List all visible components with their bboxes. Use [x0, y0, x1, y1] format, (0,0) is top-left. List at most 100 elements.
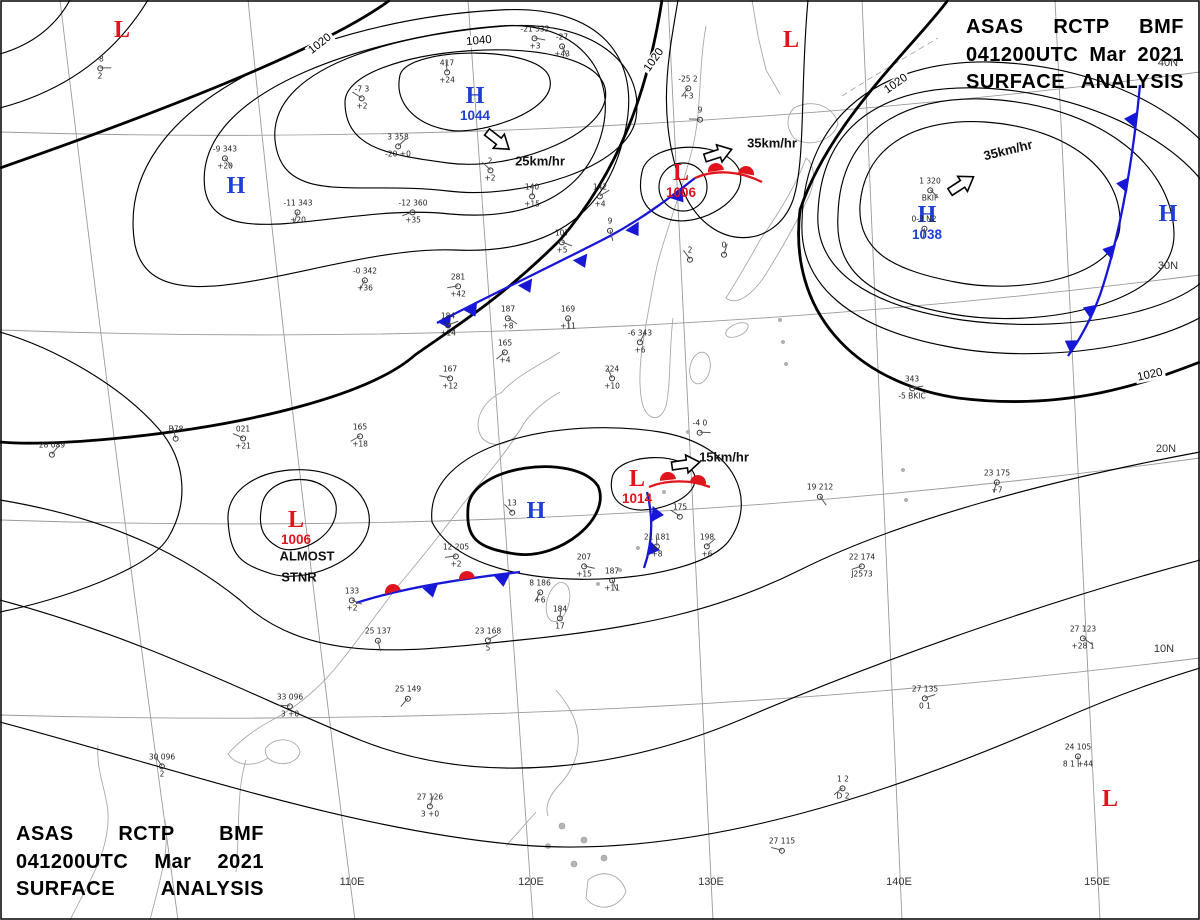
station-values-top: 25 149	[394, 684, 422, 694]
pressure-letter: L	[672, 159, 690, 186]
station-circle	[96, 65, 111, 71]
station-plot: 33 096 3 +0	[277, 693, 303, 718]
isobar	[344, 49, 607, 165]
pressure-value: 1006	[665, 184, 697, 200]
station-plot: 175	[670, 503, 687, 521]
station-plot: 417 +24	[439, 59, 455, 84]
station-plot: -21 332 +3	[521, 25, 550, 50]
station-circle	[447, 283, 461, 289]
station-plot: 3 358 -20 +0	[385, 133, 411, 158]
station-values-bottom: +6	[701, 549, 713, 558]
lon-label: 150E	[1084, 876, 1110, 888]
station-values-top: 0	[721, 240, 727, 250]
station-plot: 107 +5	[555, 229, 573, 254]
pressure-center-l: L 1006	[666, 161, 696, 200]
station-circle	[445, 553, 459, 559]
station-values-top: -12 360	[398, 198, 428, 208]
isobar	[640, 146, 742, 222]
pressure-center-l: L 1014	[622, 467, 652, 506]
lat-label: 30N	[1157, 260, 1179, 272]
station-plot: 343 -5 BKIC	[898, 375, 925, 400]
isobar-1020-thick	[466, 465, 602, 556]
wind-barb	[924, 693, 936, 698]
pressure-letter: H	[1158, 201, 1178, 227]
wind-barb	[699, 431, 712, 433]
ryukyu-island	[636, 546, 640, 550]
bonin-island	[904, 498, 908, 502]
station-plot: 187 +11	[604, 567, 620, 592]
station-circle	[375, 637, 381, 651]
station-values-top: -7 3	[354, 84, 370, 94]
lon-line	[1054, 0, 1101, 920]
station-plot: 167 +12	[439, 364, 458, 390]
station-values-bottom: +35	[405, 215, 421, 224]
station-circle	[696, 429, 712, 436]
station-plot: B78	[168, 424, 184, 443]
station-values-top: 9	[607, 216, 613, 226]
station-plot: -27 +43	[554, 33, 570, 58]
island	[580, 836, 588, 844]
fronts	[355, 84, 1142, 605]
wind-barb	[609, 229, 614, 241]
station-values-bottom: +12	[442, 381, 458, 390]
station-plot: 9	[607, 216, 614, 241]
wind-barb	[534, 37, 546, 41]
station-plot: 187 +8	[501, 305, 518, 330]
station-values-bottom: +11	[604, 583, 620, 592]
title-block-bottom-left: ASAS RCTP BMF 041200UTC Mar 2021 SURFACE…	[16, 821, 264, 904]
station-circle	[503, 503, 515, 516]
cold-front-symbol	[625, 221, 639, 237]
station-values-top: B78	[168, 424, 184, 434]
movement-arrow	[670, 453, 702, 475]
cold-front-symbol	[1064, 340, 1080, 354]
station-circle	[294, 209, 301, 223]
station-circle	[637, 331, 646, 345]
cold-front-symbol	[1102, 244, 1116, 260]
station-circle	[721, 243, 728, 258]
station-values-bottom: -5 BKIC	[898, 391, 926, 400]
station-values-top: 3 358	[387, 132, 409, 142]
station-values-bottom: +8	[651, 549, 663, 558]
ryukyu-island	[618, 568, 622, 572]
valid-time: 041200UTC Mar 2021	[966, 43, 1184, 66]
pressure-center-l: L	[783, 28, 799, 52]
station-circle	[771, 846, 785, 854]
coast-kuril-islands	[841, 37, 939, 97]
station-values-top: 1 2	[837, 774, 849, 784]
station-values-bottom: +8	[502, 321, 514, 330]
isobar	[0, 451, 1200, 651]
pressure-letter: H	[465, 82, 485, 109]
pressure-center-h: H	[227, 174, 246, 198]
coast-indochina	[149, 819, 167, 920]
cold-front-symbol	[494, 574, 510, 587]
station-plot: 207 +15	[576, 553, 595, 578]
coast-sakhalin	[751, 0, 781, 95]
station-values-top: 417	[439, 58, 455, 68]
product-type: SURFACE ANALYSIS	[966, 71, 1184, 94]
station-plot: 18417	[553, 605, 567, 630]
station-circle	[558, 239, 573, 247]
wind-barb	[819, 495, 827, 506]
cold-front-symbol	[646, 540, 660, 556]
station-values-top: 167	[442, 364, 458, 374]
station-values-bottom: 5	[485, 643, 491, 652]
island	[600, 854, 608, 862]
movement-arrow	[483, 127, 511, 151]
station-circle	[222, 155, 233, 167]
warm-front-symbol	[738, 166, 754, 176]
pressure-value: 1038	[911, 226, 943, 242]
pressure-letter: H	[226, 173, 246, 199]
station-circle	[580, 563, 595, 569]
isobar-label: 1040	[463, 33, 495, 49]
station-values-bottom: +20	[217, 161, 233, 170]
station-circle	[155, 756, 165, 769]
station-values-top: 27 123	[1069, 624, 1097, 634]
station-circle	[528, 184, 535, 199]
station-circle	[556, 606, 563, 621]
station-plot: 2 +2	[481, 157, 496, 182]
station-circle	[400, 695, 411, 707]
